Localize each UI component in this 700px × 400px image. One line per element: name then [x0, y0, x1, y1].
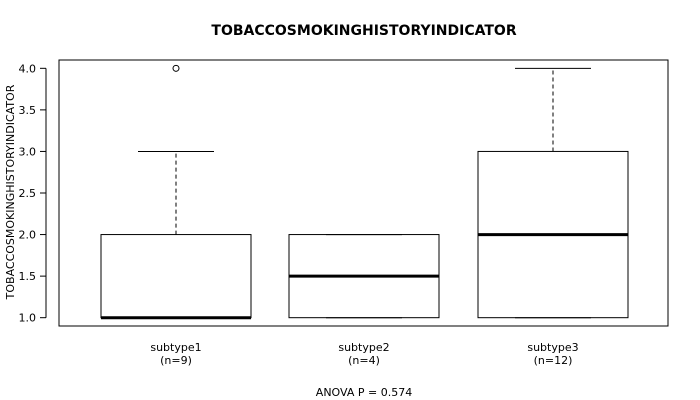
y-tick-label: 3.5 [19, 104, 37, 117]
box-subtype2 [288, 234, 440, 319]
y-tick-label: 2.5 [19, 187, 37, 200]
y-tick-label: 1.0 [19, 312, 37, 325]
box-subtype3 [477, 67, 629, 319]
plot-frame [58, 59, 669, 327]
x-tick-label-subtype1: subtype1 [150, 341, 201, 354]
y-axis-label: TOBACCOSMOKINGHISTORYINDICATOR [4, 84, 17, 300]
x-tick-count-subtype1: (n=9) [160, 354, 192, 367]
chart-title: TOBACCOSMOKINGHISTORYINDICATOR [211, 23, 516, 39]
x-tick-label-subtype3: subtype3 [527, 341, 578, 354]
box-subtype1 [100, 64, 252, 320]
x-tick-label-subtype2: subtype2 [338, 341, 389, 354]
iqr-box [100, 234, 252, 319]
y-tick-label: 4.0 [19, 62, 37, 75]
x-tick-labels: subtype1(n=9) subtype2(n=4) subtype3(n=12) [150, 341, 578, 367]
y-axis: 1.0 1.5 2.0 2.5 3.0 3.5 4.0 [19, 62, 47, 325]
outlier-point [172, 64, 180, 72]
anova-footnote: ANOVA P = 0.574 [316, 386, 412, 399]
y-tick-label: 3.0 [19, 145, 37, 158]
boxes-layer [100, 64, 629, 320]
y-tick-label: 1.5 [19, 270, 37, 283]
y-tick-label: 2.0 [19, 229, 37, 242]
x-tick-count-subtype2: (n=4) [348, 354, 380, 367]
x-tick-count-subtype3: (n=12) [534, 354, 573, 367]
